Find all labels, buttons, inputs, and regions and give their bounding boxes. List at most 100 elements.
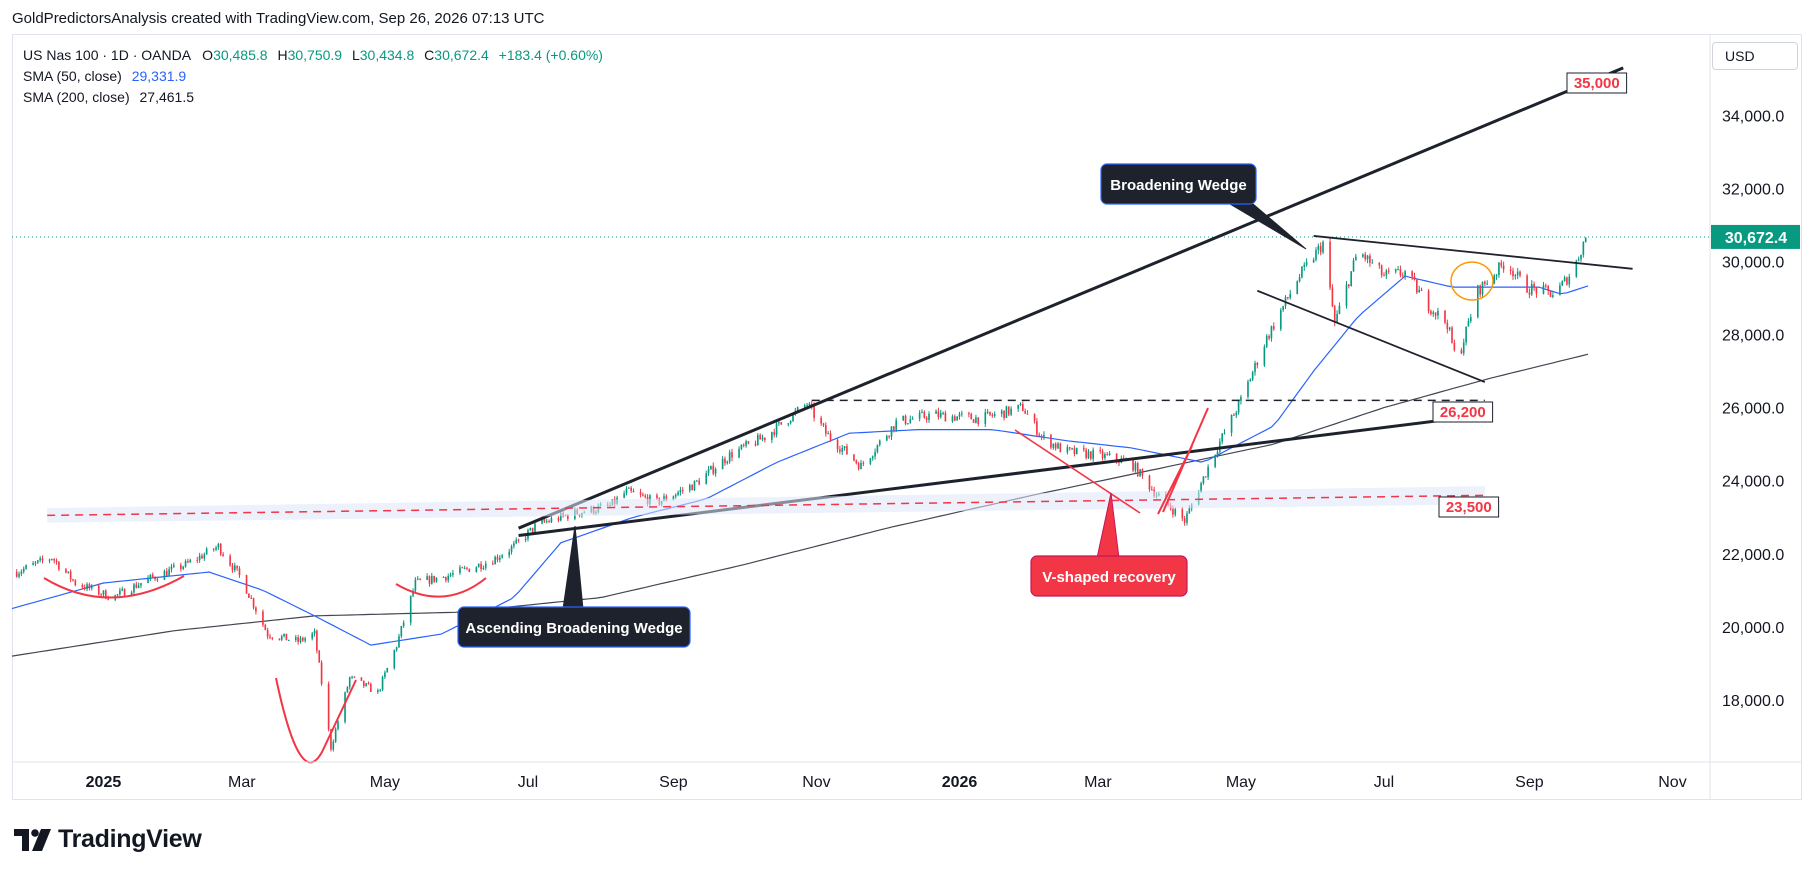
candle-body: [944, 412, 947, 422]
candle-body: [416, 578, 419, 580]
candle-body: [494, 556, 496, 565]
candle-body: [1561, 281, 1564, 286]
candle-body: [81, 585, 84, 588]
candle-body: [1040, 435, 1043, 437]
candle-body: [304, 638, 306, 641]
candle-body: [862, 462, 865, 464]
candle-body: [477, 563, 480, 568]
candle-body: [961, 413, 963, 415]
candle-body: [1148, 475, 1151, 490]
candle-body: [1249, 379, 1252, 382]
candle-body: [904, 415, 907, 425]
candle-body: [121, 588, 124, 591]
candle-body: [803, 405, 806, 408]
candle-body: [482, 567, 485, 570]
candle-body: [740, 444, 743, 449]
x-tick-label: Sep: [1515, 774, 1544, 791]
chart-header: GoldPredictorsAnalysis created with Trad…: [12, 10, 545, 27]
candle-body: [1533, 284, 1535, 288]
candle-body: [688, 485, 691, 491]
candle-body: [1301, 266, 1303, 278]
y-tick-label: 20,000.0: [1722, 620, 1784, 637]
x-tick-label: May: [1226, 774, 1256, 791]
candle-body: [51, 559, 53, 561]
candle-body: [665, 496, 668, 501]
candle-body: [461, 567, 464, 569]
candle-body: [334, 729, 337, 742]
axes-layer: 18,000.0 20,000.0 22,000.0 24,000.0 26,000.0…: [12, 35, 1802, 800]
candle-body: [90, 585, 93, 589]
candle-body: [714, 469, 717, 474]
candle-body: [1535, 287, 1538, 294]
candle-body: [1075, 447, 1078, 455]
candle-body: [320, 662, 323, 684]
candle-body: [1479, 285, 1481, 295]
tradingview-logo[interactable]: TradingView: [14, 825, 202, 854]
candle-body: [250, 597, 253, 599]
candle-body: [878, 440, 881, 445]
candle-body: [1071, 448, 1073, 450]
candle-body: [463, 567, 466, 569]
candle-body: [1312, 259, 1315, 263]
candle-body: [529, 527, 532, 531]
candle-body: [1050, 434, 1052, 448]
candle-body: [855, 460, 858, 464]
candle-body: [759, 435, 761, 440]
candle-body: [1418, 289, 1421, 293]
candle-body: [1115, 453, 1118, 461]
retest-circle: [1450, 261, 1494, 301]
candle-body: [639, 492, 642, 495]
candle-body: [632, 490, 635, 493]
candle-body: [921, 411, 923, 413]
candle-body: [939, 412, 942, 418]
candle-body: [491, 563, 494, 565]
candle-body: [496, 556, 499, 560]
candle-body: [1319, 246, 1322, 253]
candle-body: [1481, 281, 1484, 295]
currency-selector[interactable]: USD: [1712, 42, 1798, 70]
candle-body: [857, 463, 860, 470]
low-label: L: [351, 47, 360, 63]
candle-body: [1394, 269, 1397, 272]
candle-body: [1516, 271, 1519, 276]
candle-body: [841, 448, 844, 452]
candle-body: [182, 566, 185, 569]
candle-body: [1453, 342, 1456, 351]
candles-layer: [15, 237, 1587, 752]
candle-body: [1221, 433, 1223, 442]
candle-body: [958, 413, 961, 417]
candle-body: [742, 444, 745, 446]
candle-body: [435, 577, 438, 582]
candle-body: [1350, 271, 1352, 286]
last-price-badge: [1711, 224, 1800, 249]
candle-body: [1432, 312, 1435, 314]
candle-body: [1322, 241, 1324, 253]
candle-body: [409, 595, 412, 623]
candle-body: [1026, 413, 1029, 415]
candle-body: [196, 559, 199, 561]
candle-body: [1465, 326, 1467, 343]
candle-body: [102, 590, 105, 595]
y-tick-label: 32,000.0: [1722, 181, 1784, 198]
candle-body: [928, 413, 930, 420]
candle-body: [72, 579, 74, 581]
candle-body: [285, 633, 288, 641]
candle-body: [299, 637, 302, 642]
candle-body: [1033, 414, 1036, 422]
level-label-23500: 23,500: [1446, 499, 1492, 516]
change-value: +183.4 (+0.60%): [498, 47, 603, 63]
candle-body: [1287, 297, 1289, 299]
candle-body: [133, 584, 135, 593]
candle-body: [541, 519, 543, 524]
candle-body: [1378, 262, 1381, 266]
candle-body: [986, 411, 989, 413]
annotations-layer: 35,000 26,200 23,500 Broadening Wedge Ascend…: [43, 66, 1633, 764]
candle-body: [297, 637, 299, 642]
candle-body: [1493, 275, 1496, 284]
candle-body: [330, 729, 332, 750]
candle-body: [1240, 396, 1242, 401]
candle-body: [414, 579, 417, 591]
candle-body: [278, 638, 281, 640]
cup-right: [395, 577, 487, 598]
